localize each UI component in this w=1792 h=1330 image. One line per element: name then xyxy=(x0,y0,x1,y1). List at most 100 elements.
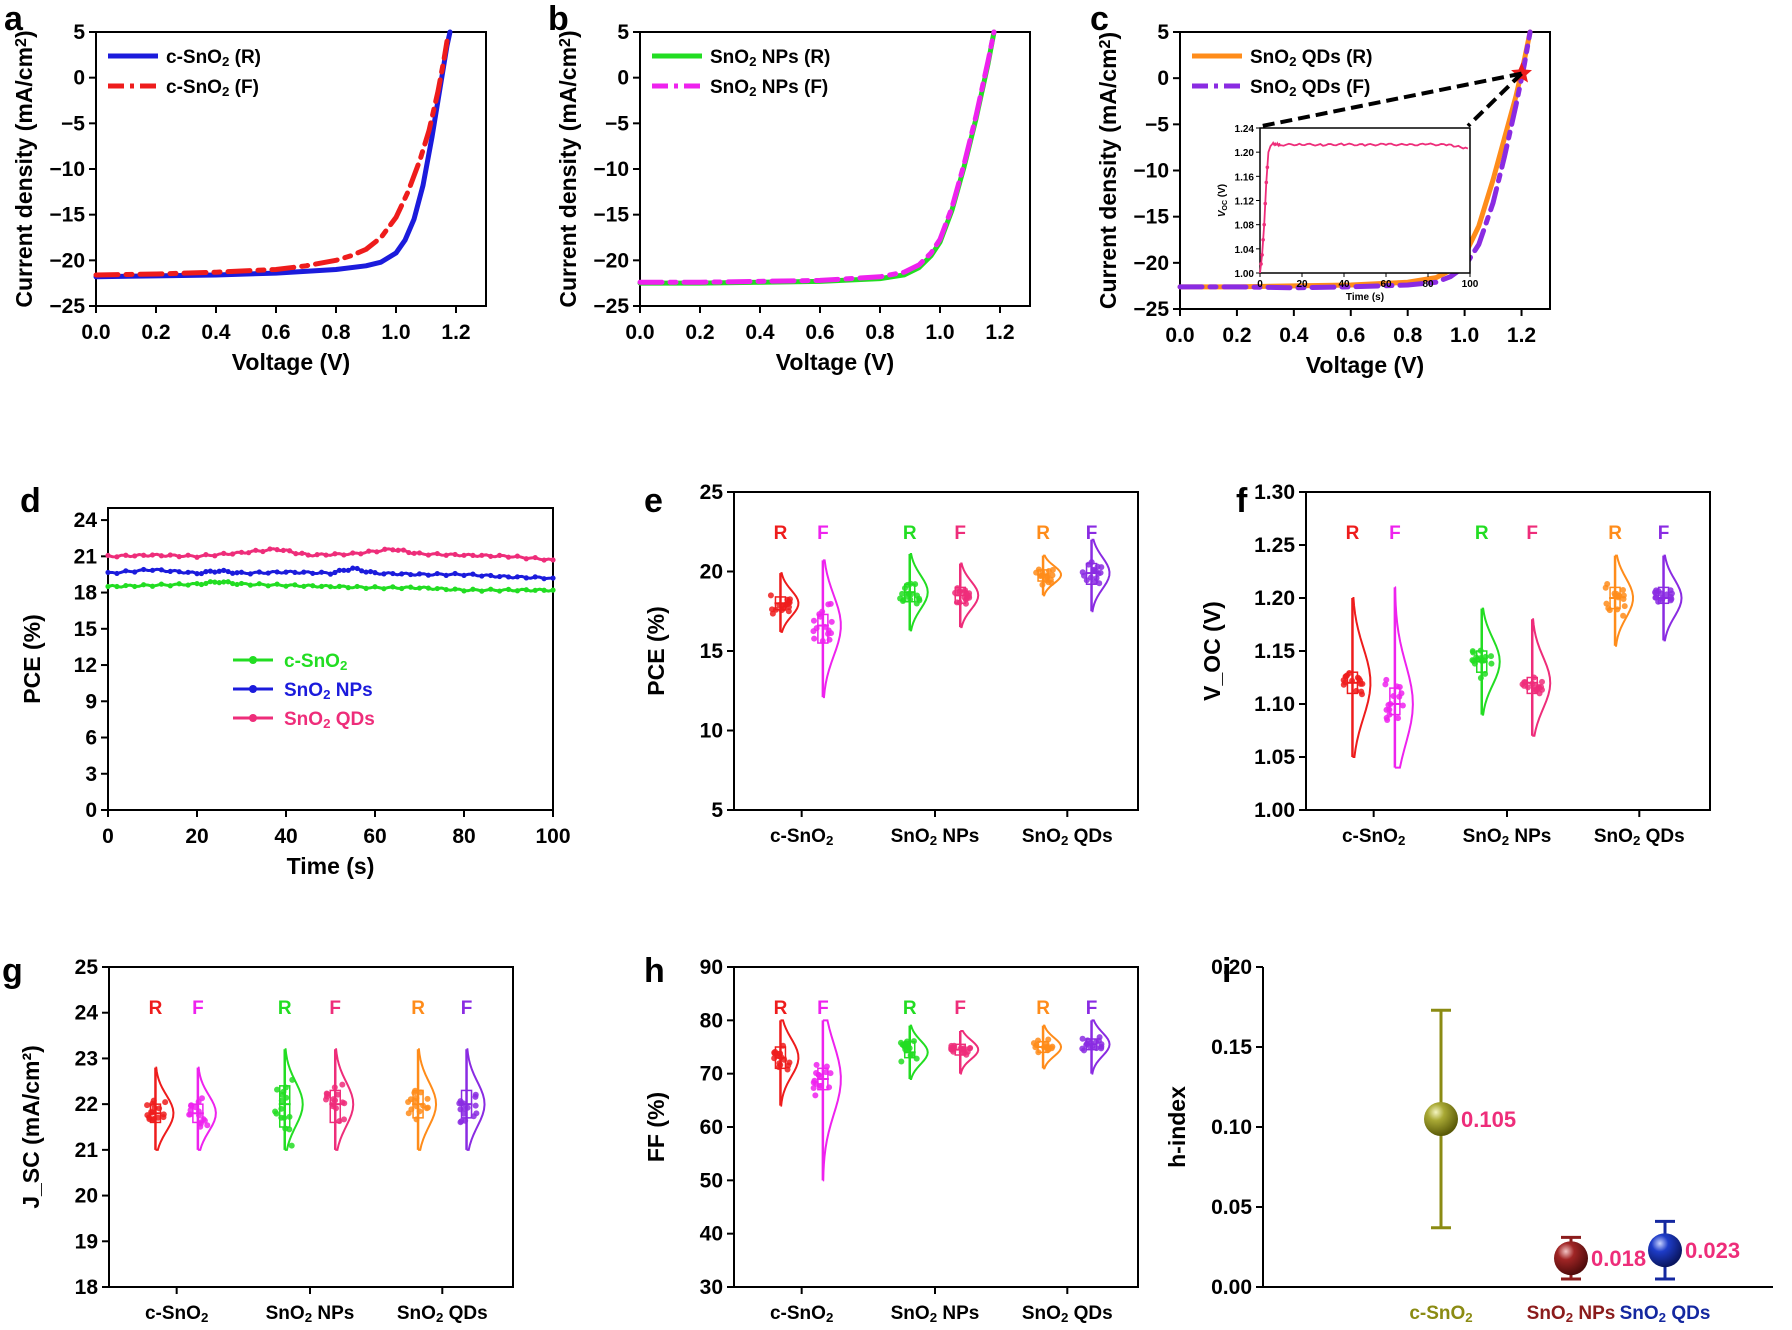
panel-f-violin xyxy=(1481,607,1501,716)
panel-d-ytick-label: 9 xyxy=(85,690,97,713)
panel-f-data-point xyxy=(1488,660,1495,667)
panel-e-subgroup-label: R xyxy=(903,523,917,544)
panel-g-data-point xyxy=(336,1118,343,1125)
panel-i-data-point xyxy=(1648,1233,1682,1268)
panel-e-data-point xyxy=(811,635,818,642)
panel-g-ytick-label: 21 xyxy=(75,1139,99,1162)
panel-d-series-point xyxy=(341,567,347,573)
panel-h-data-point xyxy=(1079,1035,1086,1042)
panel-f-data-point xyxy=(1396,684,1403,691)
panel-e-data-point xyxy=(817,613,824,620)
panel-d-series-point xyxy=(411,550,417,556)
panel-f-data-point xyxy=(1605,605,1612,612)
panel-h-ytick-label: 90 xyxy=(700,956,723,979)
panel-h-data-point xyxy=(963,1051,970,1058)
panel-c-inset-axes xyxy=(1259,127,1471,274)
panel-g-data-point xyxy=(405,1110,412,1117)
panel-c-inset-ylabel: VOC (V) xyxy=(1217,184,1229,217)
panel-d-series-point xyxy=(105,583,111,590)
panel-d-series-point xyxy=(185,582,191,588)
panel-d-legend-marker xyxy=(249,714,257,722)
panel-c-ytick-label: −15 xyxy=(1133,206,1169,229)
panel-h-data-point xyxy=(771,1049,778,1056)
panel-d-series-point xyxy=(550,575,556,581)
panel-e-violin xyxy=(1043,554,1062,597)
panel-h-subgroup-label: R xyxy=(774,998,788,1019)
panel-e-data-point xyxy=(1044,572,1051,579)
panel-h-data-point xyxy=(957,1045,964,1052)
panel-c-inset-ytick-label: 1.16 xyxy=(1235,172,1255,183)
panel-b-xtick-label: 0.4 xyxy=(745,321,775,344)
panel-g-data-point xyxy=(144,1102,151,1109)
panel-e-data-point xyxy=(828,618,835,625)
panel-f-subgroup-label: F xyxy=(1658,523,1670,544)
panel-g-data-point xyxy=(201,1117,208,1124)
panel-a-ytick-label: −25 xyxy=(49,295,85,318)
panel-b-series-line xyxy=(637,29,997,285)
panel-d-series-point xyxy=(332,551,338,557)
panel-d-series-point xyxy=(132,553,138,559)
panel-b-xtick-label: 1.2 xyxy=(985,321,1014,344)
panel-d-series-point xyxy=(221,567,227,573)
panel-f-violin xyxy=(1394,586,1414,769)
panel-d-series-point xyxy=(158,567,164,573)
panel-e-data-point xyxy=(810,628,817,635)
panel-c-inset-xtick-label: 40 xyxy=(1338,279,1350,290)
panel-c-inset-point xyxy=(1265,165,1270,170)
panel-b-letter: b xyxy=(548,0,569,38)
panel-f-data-point xyxy=(1538,678,1545,685)
panel-d-series-point xyxy=(345,585,351,591)
panel-g-ytick-label: 18 xyxy=(75,1276,99,1299)
panel-d-series-point xyxy=(225,579,231,585)
panel-e-data-point xyxy=(810,617,817,624)
panel-i-ytick-label: 0.10 xyxy=(1211,1116,1252,1139)
panel-h-category-label: SnO2 NPs xyxy=(891,1303,980,1325)
panel-g-data-point xyxy=(282,1084,289,1091)
panel-d-series-point xyxy=(141,582,147,588)
panel-f-data-point xyxy=(1620,595,1627,602)
panel-d-series-point xyxy=(541,557,547,563)
panel-i-category-label: c-SnO2 xyxy=(1409,1303,1472,1325)
panel-d-series-point xyxy=(194,554,200,560)
panel-d-ytick-label: 3 xyxy=(85,763,97,786)
panel-f-violin xyxy=(1663,554,1683,642)
panel-d-series-point xyxy=(416,550,423,556)
panel-c-inset-ytick-label: 1.00 xyxy=(1235,269,1255,280)
panel-a-xtick-label: 0.6 xyxy=(261,321,290,344)
panel-d-series-point xyxy=(185,569,191,575)
panel-d-series-point xyxy=(299,550,305,556)
panel-a-ytick-label: 0 xyxy=(73,67,85,90)
panel-g-category-label: SnO2 QDs xyxy=(397,1303,488,1325)
panel-e-ytick-label: 5 xyxy=(711,799,723,822)
panel-d-series-point xyxy=(267,546,273,552)
panel-b-axes xyxy=(639,31,1031,307)
panel-b-xtick-label: 0.2 xyxy=(685,321,714,344)
panel-h-data-point xyxy=(823,1063,830,1070)
panel-f-data-point xyxy=(1532,687,1539,694)
panel-d-series-point xyxy=(167,568,173,574)
panel-e-data-point xyxy=(1087,574,1094,581)
panel-e-data-point xyxy=(785,608,792,615)
panel-d-series-point xyxy=(479,588,485,594)
panel-f-ytick-label: 1.30 xyxy=(1254,481,1295,504)
panel-e-data-point xyxy=(786,599,793,606)
panel-c-zoom-line xyxy=(1466,72,1523,128)
panel-d-series-point xyxy=(230,570,236,576)
panel-d-series-point xyxy=(105,552,111,559)
panel-d-series-point xyxy=(319,583,325,589)
panel-f-data-point xyxy=(1342,673,1349,680)
panel-f-data-point xyxy=(1524,684,1531,691)
panel-d-series-point xyxy=(470,571,476,577)
panel-d-series-point xyxy=(212,553,218,559)
panel-g-data-point xyxy=(331,1084,338,1091)
panel-h-ytick-label: 30 xyxy=(700,1276,723,1299)
panel-f-data-point xyxy=(1521,679,1528,686)
panel-a-series-line xyxy=(93,29,453,280)
panel-d-series-point xyxy=(194,571,200,577)
panel-f-ytick-label: 1.10 xyxy=(1254,693,1295,716)
panel-d-xtick-label: 60 xyxy=(363,825,386,848)
panel-d-series-point xyxy=(314,552,320,558)
panel-c-letter: c xyxy=(1090,0,1109,38)
panel-a-xtick-label: 1.2 xyxy=(441,321,470,344)
